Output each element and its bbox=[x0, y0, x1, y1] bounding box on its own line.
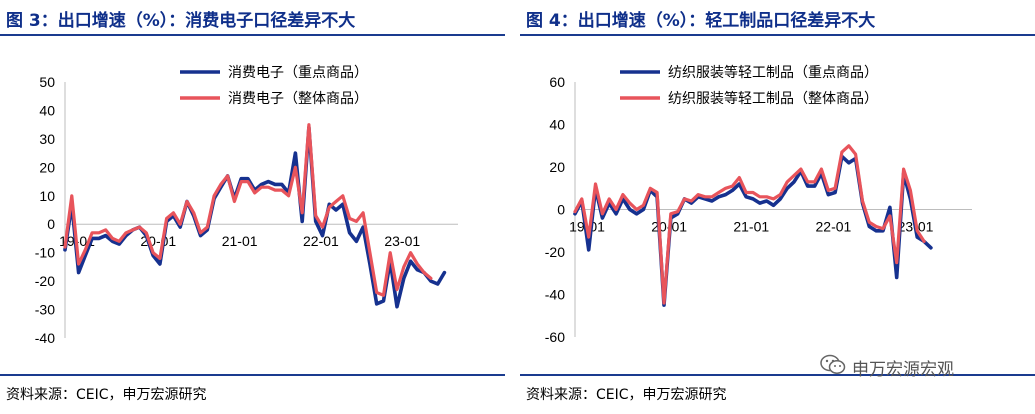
watermark: 申万宏源宏观 bbox=[820, 352, 954, 382]
x-tick-label: 22-01 bbox=[303, 233, 339, 249]
right-chart-panel: 图 4：出口增速（%）：轻工制品口径差异不大 60 40 20 0 -20 -40 -60 1… bbox=[520, 0, 1035, 414]
legend-label: 消费电子（整体商品） bbox=[228, 91, 368, 107]
source-note: 资料来源：CEIC，申万宏源研究 bbox=[6, 387, 207, 403]
y-tick-label: -30 bbox=[35, 302, 55, 318]
title-rule bbox=[520, 34, 1035, 36]
y-tick-label: 50 bbox=[39, 74, 55, 90]
y-tick-label: -40 bbox=[545, 287, 565, 303]
legend-label: 消费电子（重点商品） bbox=[228, 65, 368, 81]
source-rule bbox=[0, 374, 505, 376]
legend-label: 纺织服装等轻工制品（重点商品） bbox=[668, 64, 878, 81]
x-tick-label: 22-01 bbox=[816, 219, 852, 235]
y-tick-label: 10 bbox=[39, 188, 55, 204]
y-tick-label: -60 bbox=[545, 329, 565, 345]
y-tick-label: 40 bbox=[549, 117, 565, 133]
y-tick-label: 30 bbox=[39, 131, 55, 147]
chart-title: 图 3：出口增速（%）：消费电子口径差异不大 bbox=[6, 11, 356, 31]
series-line bbox=[63, 123, 433, 297]
left-chart-panel: 图 3：出口增速（%）：消费电子口径差异不大 50 40 30 20 10 0 -10 -20… bbox=[0, 0, 505, 414]
y-tick-label: 0 bbox=[47, 216, 55, 232]
title-rule bbox=[0, 34, 505, 36]
watermark-text: 申万宏源宏观 bbox=[852, 359, 954, 380]
x-tick-label: 21-01 bbox=[733, 219, 769, 235]
x-tick-label: 23-01 bbox=[384, 233, 420, 249]
legend-label: 纺织服装等轻工制品（整体商品） bbox=[668, 90, 878, 107]
y-tick-label: 0 bbox=[557, 202, 565, 218]
series-line bbox=[573, 144, 926, 305]
y-tick-label: -10 bbox=[35, 245, 55, 261]
series-line bbox=[573, 154, 933, 307]
y-tick-label: -40 bbox=[35, 330, 55, 346]
x-tick-label: 21-01 bbox=[222, 233, 258, 249]
y-tick-label: 20 bbox=[39, 159, 55, 175]
y-tick-label: 40 bbox=[39, 102, 55, 118]
chart-title: 图 4：出口增速（%）：轻工制品口径差异不大 bbox=[526, 11, 876, 31]
y-tick-label: -20 bbox=[545, 244, 565, 260]
y-tick-label: 20 bbox=[549, 159, 565, 175]
wechat-icon bbox=[820, 354, 846, 380]
y-tick-label: 60 bbox=[549, 74, 565, 90]
source-note: 资料来源：CEIC，申万宏源研究 bbox=[526, 387, 727, 403]
source-rule bbox=[520, 374, 1035, 376]
y-tick-label: -20 bbox=[35, 273, 55, 289]
